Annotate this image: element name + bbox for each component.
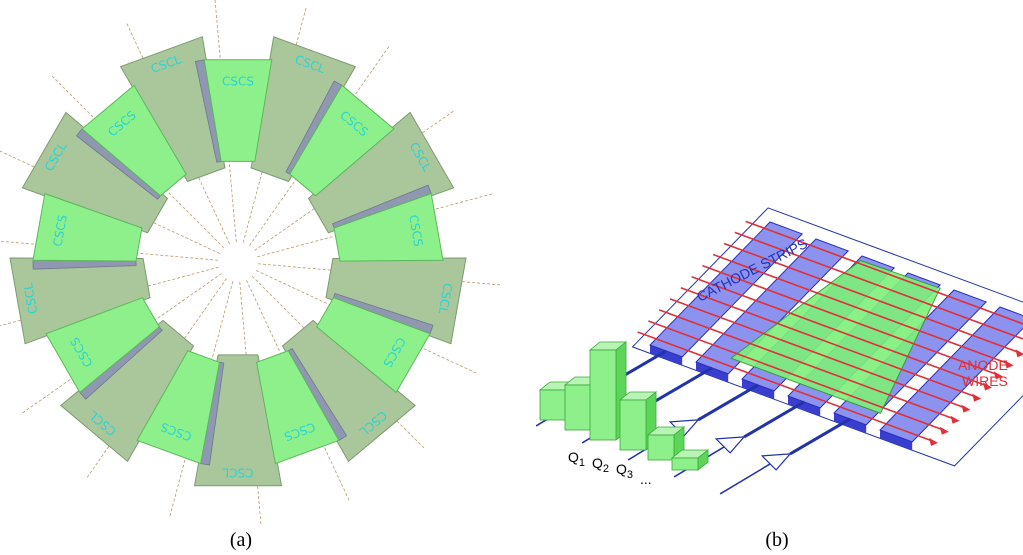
wire-arrow (972, 394, 981, 402)
charge-label: Q3 (616, 461, 633, 481)
caption-b: (b) (765, 529, 788, 551)
readout-line (790, 419, 850, 454)
chamber-label: CSCL (222, 466, 253, 480)
chamber-label: CSCS (222, 75, 254, 89)
figure: CSCSCSCLCSCSCSCLCSCSCSCLCSCSCSCLCSCSCSCL… (0, 0, 1023, 555)
charge-letter: Q (616, 461, 627, 477)
readout-line (698, 385, 758, 420)
anode-label: ANODE (958, 357, 1008, 373)
wire-arrow (1015, 349, 1023, 357)
amplifier (762, 454, 790, 470)
readout-line (652, 368, 712, 403)
histogram-bar (565, 385, 591, 430)
wire-arrow (929, 438, 938, 446)
histogram-bar (590, 350, 616, 440)
charge-index: 1 (579, 457, 585, 469)
histogram-bar (648, 435, 674, 460)
wire-arrow (961, 405, 970, 413)
charge-index: 2 (603, 463, 609, 475)
charge-index: 3 (627, 469, 633, 481)
page: CSCSCSCLCSCSCSCLCSCSCSCLCSCSCSCLCSCSCSCL… (0, 0, 1023, 555)
charge-letter: Q (592, 455, 603, 471)
charge-letter: Q (568, 449, 579, 465)
amplifier (716, 437, 744, 453)
caption-a: (a) (230, 529, 252, 551)
readout-line (720, 464, 770, 494)
ellipsis: ... (640, 471, 652, 487)
anode-label: WIRES (962, 373, 1008, 389)
charge-label: Q1 (568, 449, 585, 469)
wire-arrow (940, 427, 949, 435)
panel-a: CSCSCSCLCSCSCSCLCSCSCSCLCSCSCSCLCSCSCSCL… (0, 0, 502, 526)
histogram-bar (540, 390, 566, 420)
readout-line (744, 402, 804, 437)
charge-label: Q2 (592, 455, 609, 475)
histogram-bar (672, 458, 698, 470)
wire-arrow (951, 416, 960, 424)
histogram-bar (620, 400, 646, 450)
